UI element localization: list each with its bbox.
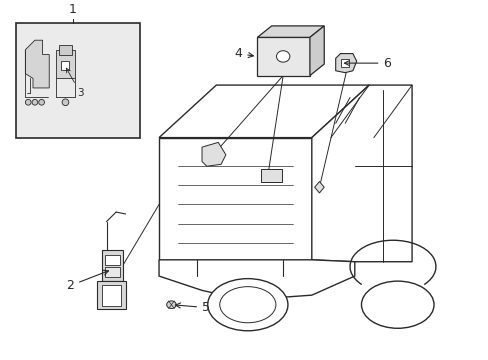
Bar (102, 285, 121, 306)
Text: 5: 5 (175, 301, 209, 314)
Bar (104, 267, 120, 277)
Polygon shape (309, 26, 324, 76)
Polygon shape (335, 54, 356, 73)
Bar (16, 23, 140, 138)
Bar (102, 250, 122, 281)
Polygon shape (159, 260, 354, 300)
Bar (341, 59, 348, 67)
Polygon shape (159, 85, 368, 138)
Ellipse shape (166, 301, 176, 309)
Text: 3: 3 (66, 68, 83, 98)
Ellipse shape (32, 99, 38, 105)
Polygon shape (257, 26, 324, 37)
Bar (61, 61, 69, 70)
Polygon shape (25, 40, 49, 88)
Ellipse shape (361, 281, 433, 328)
Ellipse shape (219, 287, 275, 323)
Ellipse shape (62, 99, 69, 105)
Ellipse shape (207, 279, 287, 331)
Bar (59, 45, 72, 54)
Ellipse shape (39, 99, 44, 105)
Text: 1: 1 (69, 3, 77, 16)
Bar (261, 169, 282, 183)
Polygon shape (314, 181, 324, 193)
Text: 6: 6 (344, 57, 390, 69)
Text: 4: 4 (234, 47, 253, 60)
Bar (257, 37, 309, 76)
Bar (97, 281, 125, 310)
Polygon shape (202, 142, 225, 166)
Ellipse shape (276, 51, 289, 62)
Ellipse shape (25, 99, 31, 105)
Polygon shape (159, 138, 311, 260)
Text: 2: 2 (66, 270, 108, 292)
Polygon shape (311, 85, 411, 262)
Bar (56, 50, 75, 78)
Bar (104, 255, 120, 265)
